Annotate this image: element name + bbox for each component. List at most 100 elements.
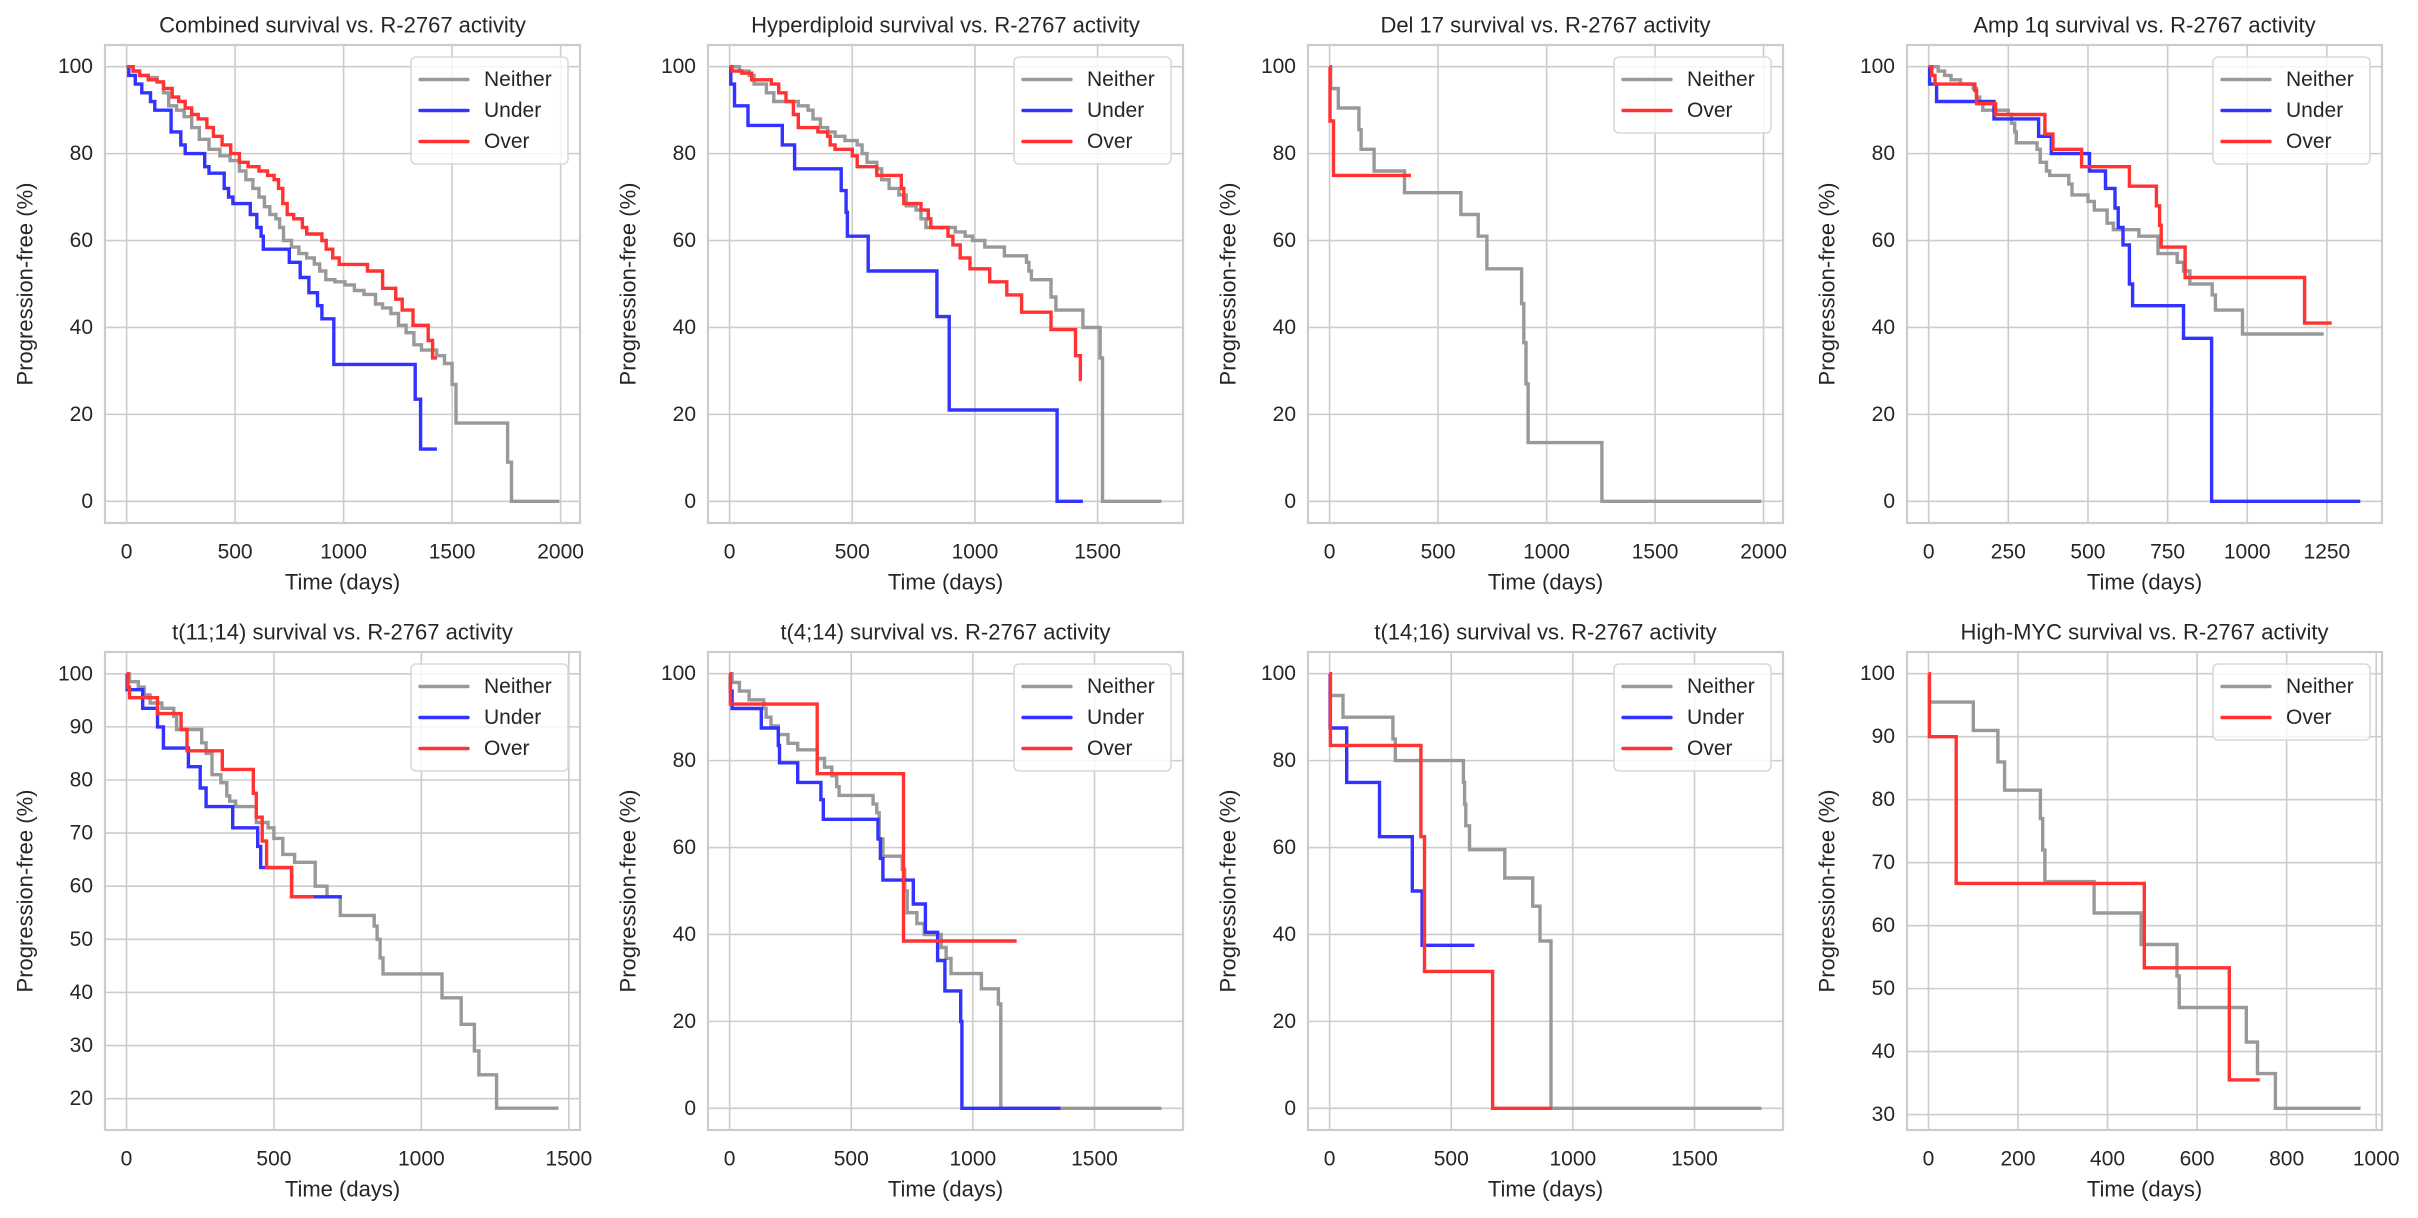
x-tick-label: 500: [1434, 1148, 1469, 1171]
y-tick-label: 80: [1872, 788, 1895, 811]
legend-label-over: Over: [1687, 737, 1733, 760]
y-tick-label: 60: [673, 229, 696, 252]
legend: Neither Over: [1613, 56, 1772, 134]
y-axis-label: Progression-free (%): [13, 183, 38, 386]
legend-label-over: Over: [484, 737, 530, 760]
x-axis-label: Time (days): [1488, 570, 1603, 595]
y-tick-label: 0: [1284, 1097, 1296, 1120]
legend-label-neither: Neither: [2286, 675, 2354, 698]
x-tick-label: 800: [2269, 1148, 2304, 1171]
survival-curve-over: [729, 65, 1083, 382]
x-tick-label: 0: [1923, 1148, 1935, 1171]
y-axis-label: Progression-free (%): [616, 790, 641, 993]
x-tick-label: 1000: [952, 541, 999, 564]
subplot-3: 0 500 1000 1500 2000 0 20 40 60 80 100 Del 17 survi…: [1216, 13, 1787, 595]
y-tick-label: 100: [1261, 55, 1296, 78]
x-tick-label: 500: [218, 541, 253, 564]
x-tick-label: 1500: [429, 541, 476, 564]
y-tick-label: 20: [70, 1087, 93, 1110]
curves: [125, 672, 559, 1110]
x-axis-label: Time (days): [888, 1177, 1003, 1202]
legend-label-neither: Neither: [1087, 675, 1155, 698]
x-tick-label: 1500: [1074, 541, 1121, 564]
legend-label-over: Over: [1087, 737, 1133, 760]
y-tick-label: 70: [1872, 851, 1895, 874]
y-tick-label: 60: [1273, 229, 1296, 252]
y-tick-label: 0: [684, 1097, 696, 1120]
y-tick-label: 100: [1860, 662, 1895, 685]
x-tick-label: 0: [724, 541, 736, 564]
x-tick-label: 400: [2090, 1148, 2125, 1171]
y-tick-label: 40: [673, 923, 696, 946]
x-axis-label: Time (days): [285, 1177, 400, 1202]
survival-curve-under: [1927, 65, 2361, 503]
x-tick-label: 1500: [545, 1148, 592, 1171]
y-tick-label: 40: [1872, 1040, 1895, 1063]
x-tick-label: 0: [1324, 1148, 1336, 1171]
survival-curve-over: [1928, 65, 2332, 325]
legend-box: [2212, 56, 2371, 165]
subplot-7: 0 500 1000 1500 0 20 40 60 80 100 t(14;16) surviva…: [1216, 620, 1785, 1202]
legend-box: [1613, 56, 1772, 134]
legend-box: [410, 56, 569, 165]
x-tick-label: 0: [1324, 541, 1336, 564]
y-tick-label: 20: [1273, 1010, 1296, 1033]
legend-label-neither: Neither: [1087, 68, 1155, 91]
legend: Neither Under Over: [1613, 663, 1772, 772]
axes-frame: [1306, 650, 1785, 1132]
x-tick-label: 200: [2001, 1148, 2036, 1171]
y-tick-label: 20: [70, 403, 93, 426]
y-tick-label: 60: [70, 229, 93, 252]
y-tick-label: 20: [673, 403, 696, 426]
x-tick-label: 1000: [2353, 1148, 2400, 1171]
survival-curve-under: [728, 672, 1061, 1110]
y-tick-label: 80: [673, 142, 696, 165]
y-axis-label: Progression-free (%): [1216, 790, 1241, 993]
y-tick-label: 90: [1872, 725, 1895, 748]
y-tick-label: 80: [70, 142, 93, 165]
y-tick-label: 80: [1872, 142, 1895, 165]
curves: [1927, 65, 2361, 503]
y-tick-label: 60: [1273, 836, 1296, 859]
survival-curve-over: [126, 65, 437, 360]
survival-curve-over: [1927, 672, 2260, 1082]
legend: Neither Under Over: [410, 56, 569, 165]
y-tick-label: 60: [1872, 229, 1895, 252]
legend: Neither Over: [2212, 663, 2371, 741]
survival-curve-neither: [1328, 672, 1762, 1110]
y-tick-label: 20: [1872, 403, 1895, 426]
y-axis-label: Progression-free (%): [616, 183, 641, 386]
y-tick-label: 30: [1872, 1103, 1895, 1126]
survival-curve-neither: [126, 65, 560, 503]
x-tick-label: 500: [835, 541, 870, 564]
x-tick-label: 1500: [1671, 1148, 1718, 1171]
legend: Neither Under Over: [410, 663, 569, 772]
x-tick-label: 1500: [1632, 541, 1679, 564]
chart-title: Amp 1q survival vs. R-2767 activity: [1973, 13, 2315, 38]
y-tick-label: 80: [70, 768, 93, 791]
y-tick-label: 20: [673, 1010, 696, 1033]
subplot-4: 0 250 500 750 1000 1250 0 20 40 60 80 100 Amp 1q sur…: [1815, 13, 2384, 595]
y-tick-label: 20: [1273, 403, 1296, 426]
y-tick-label: 80: [1273, 749, 1296, 772]
x-tick-label: 0: [121, 1148, 133, 1171]
subplot-1: 0 500 1000 1500 2000 0 20 40 60 80 100 Combined sur…: [13, 13, 584, 595]
legend-label-under: Under: [1687, 706, 1744, 729]
chart-title: t(14;16) survival vs. R-2767 activity: [1374, 620, 1716, 645]
y-tick-label: 0: [1284, 490, 1296, 513]
x-tick-label: 1000: [1550, 1148, 1597, 1171]
subplot-8: 0 200 400 600 800 1000 30 40 50 60 70 80 90 100 High-M…: [1815, 620, 2400, 1202]
y-tick-label: 80: [1273, 142, 1296, 165]
y-tick-label: 60: [70, 875, 93, 898]
x-tick-label: 1000: [2224, 541, 2271, 564]
y-tick-label: 40: [1273, 923, 1296, 946]
survival-curve-neither: [729, 672, 1162, 1110]
curves: [729, 65, 1162, 503]
y-tick-label: 0: [81, 490, 93, 513]
x-tick-label: 0: [724, 1148, 736, 1171]
x-tick-label: 1250: [2304, 541, 2351, 564]
subplot-2: 0 500 1000 1500 0 20 40 60 80 100 Hyperdiploid sur…: [616, 13, 1185, 595]
survival-curve-over: [1328, 65, 1411, 178]
